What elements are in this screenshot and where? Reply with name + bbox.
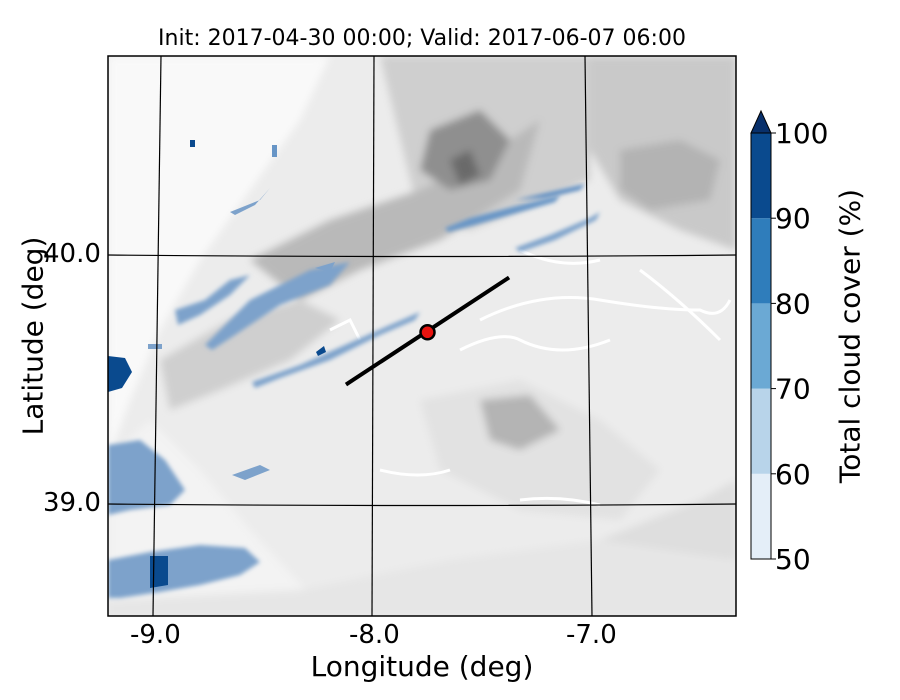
rivers: [329, 248, 732, 507]
colorbar: 50 60 70 80 90 100: [750, 109, 828, 576]
cloud-patch-high: [316, 346, 326, 356]
cloud-patch: [230, 188, 270, 215]
y-tick-label: 40.0: [43, 239, 101, 269]
terrain-shading: [108, 56, 736, 616]
colorbar-label: Total cloud cover (%): [833, 188, 867, 484]
colorbar-segment: [751, 303, 771, 389]
chart-title: Init: 2017-04-30 00:00; Valid: 2017-06-0…: [158, 26, 686, 51]
meridian-8: [371, 56, 375, 616]
cloud-patch-high: [190, 140, 195, 147]
parallel-40: [108, 254, 736, 258]
map-frame: [107, 55, 737, 617]
cloud-patch-high: [150, 556, 168, 588]
colorbar-segment: [751, 388, 771, 474]
cloud-patch: [515, 212, 600, 252]
cloud-patch: [515, 184, 585, 200]
colorbar-segment: [751, 218, 771, 304]
cloud-patch: [175, 275, 250, 325]
cloud-patch: [108, 440, 185, 515]
colorbar-tick-label: 50: [775, 543, 811, 576]
x-tick-label: -7.0: [566, 620, 617, 650]
cloud-cover-patches: [108, 140, 600, 598]
colorbar-tick-label: 70: [775, 373, 811, 406]
cloud-patch: [148, 344, 162, 349]
x-tick-label: -9.0: [130, 620, 181, 650]
cloud-patch: [252, 312, 420, 388]
y-tick-label: 39.0: [43, 488, 101, 518]
cloud-patch-high: [108, 356, 132, 392]
meridian-9: [152, 56, 162, 616]
colorbar-frame: [750, 132, 772, 560]
cloud-patch: [272, 145, 277, 157]
map-area: [108, 56, 736, 616]
x-tick-label: -8.0: [349, 620, 400, 650]
cloud-patch: [108, 545, 260, 598]
graticule: [108, 56, 736, 616]
cloud-patch: [445, 195, 560, 232]
colorbar-tick-label: 100: [775, 117, 828, 150]
parallel-39: [108, 503, 736, 507]
colorbar-tick-label: 60: [775, 458, 811, 491]
x-axis-label: Longitude (deg): [310, 650, 534, 683]
cloud-patch: [205, 262, 350, 350]
colorbar-tick-label: 80: [775, 287, 811, 320]
location-marker: [419, 324, 436, 341]
colorbar-segment: [751, 473, 771, 559]
meridian-7: [584, 56, 593, 616]
colorbar-extend-arrow: [750, 109, 772, 134]
colorbar-tick-label: 90: [775, 202, 811, 235]
cloud-patch: [315, 262, 335, 272]
colorbar-segment: [751, 133, 771, 219]
cloud-patch: [232, 465, 270, 480]
